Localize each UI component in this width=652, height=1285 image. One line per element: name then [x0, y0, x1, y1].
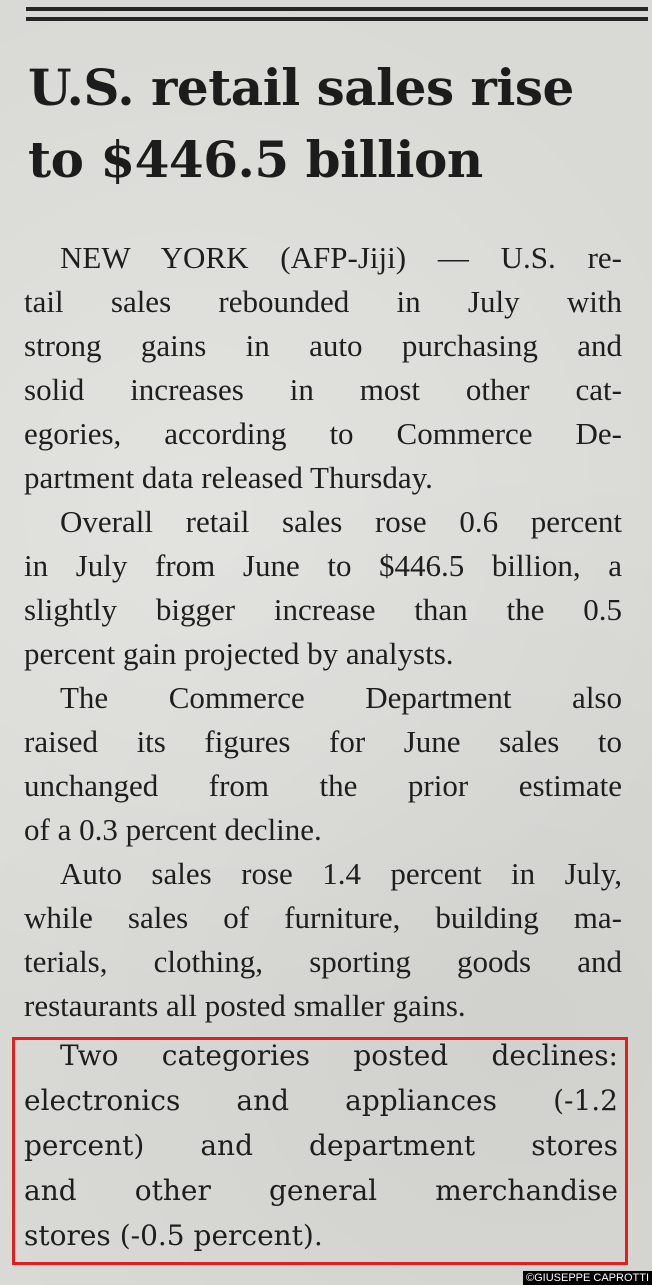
highlighted-line: percent) and department stores — [24, 1129, 618, 1162]
article-line: unchanged from the prior estimate — [24, 768, 622, 803]
article-line: terials, clothing, sporting goods and — [24, 944, 622, 979]
article-line: Overall retail sales rose 0.6 percent — [60, 504, 622, 539]
article-line: NEW YORK (AFP-Jiji) — U.S. re- — [60, 240, 622, 275]
highlighted-line: electronics and appliances (-1.2 — [24, 1084, 618, 1117]
headline: U.S. retail sales rise to $446.5 billion — [28, 52, 638, 196]
article-line: percent gain projected by analysts. — [24, 636, 454, 671]
article-line: of a 0.3 percent decline. — [24, 812, 322, 847]
article-line: egories, according to Commerce De- — [24, 416, 622, 451]
article-line: tail sales rebounded in July with — [24, 284, 622, 319]
headline-line: U.S. retail sales rise — [28, 58, 574, 117]
highlighted-line: stores (-0.5 percent). — [24, 1219, 323, 1252]
highlight-box — [12, 1037, 628, 1265]
article-line: in July from June to $446.5 billion, a — [24, 548, 622, 583]
article-line: while sales of furniture, building ma- — [24, 900, 622, 935]
article-line: raised its figures for June sales to — [24, 724, 622, 759]
highlighted-line: Two categories posted declines: — [60, 1039, 618, 1072]
highlighted-line: and other general merchandise — [24, 1174, 618, 1207]
article-body: NEW YORK (AFP-Jiji) — U.S. re-tail sales… — [24, 236, 622, 1028]
article-line: partment data released Thursday. — [24, 460, 433, 495]
photo-credit: ©GIUSEPPE CAPROTTI — [522, 1271, 652, 1285]
article-line: solid increases in most other cat- — [24, 372, 622, 407]
article-line: restaurants all posted smaller gains. — [24, 988, 466, 1023]
highlighted-paragraph: Two categories posted declines: electroni… — [24, 1033, 618, 1258]
article-line: Auto sales rose 1.4 percent in July, — [60, 856, 622, 891]
top-rule — [26, 7, 648, 11]
headline-line: to $446.5 billion — [28, 130, 483, 189]
article-line: The Commerce Department also — [60, 680, 622, 715]
article-line: strong gains in auto purchasing and — [24, 328, 622, 363]
top-rule-2 — [26, 17, 648, 21]
article-line: slightly bigger increase than the 0.5 — [24, 592, 622, 627]
